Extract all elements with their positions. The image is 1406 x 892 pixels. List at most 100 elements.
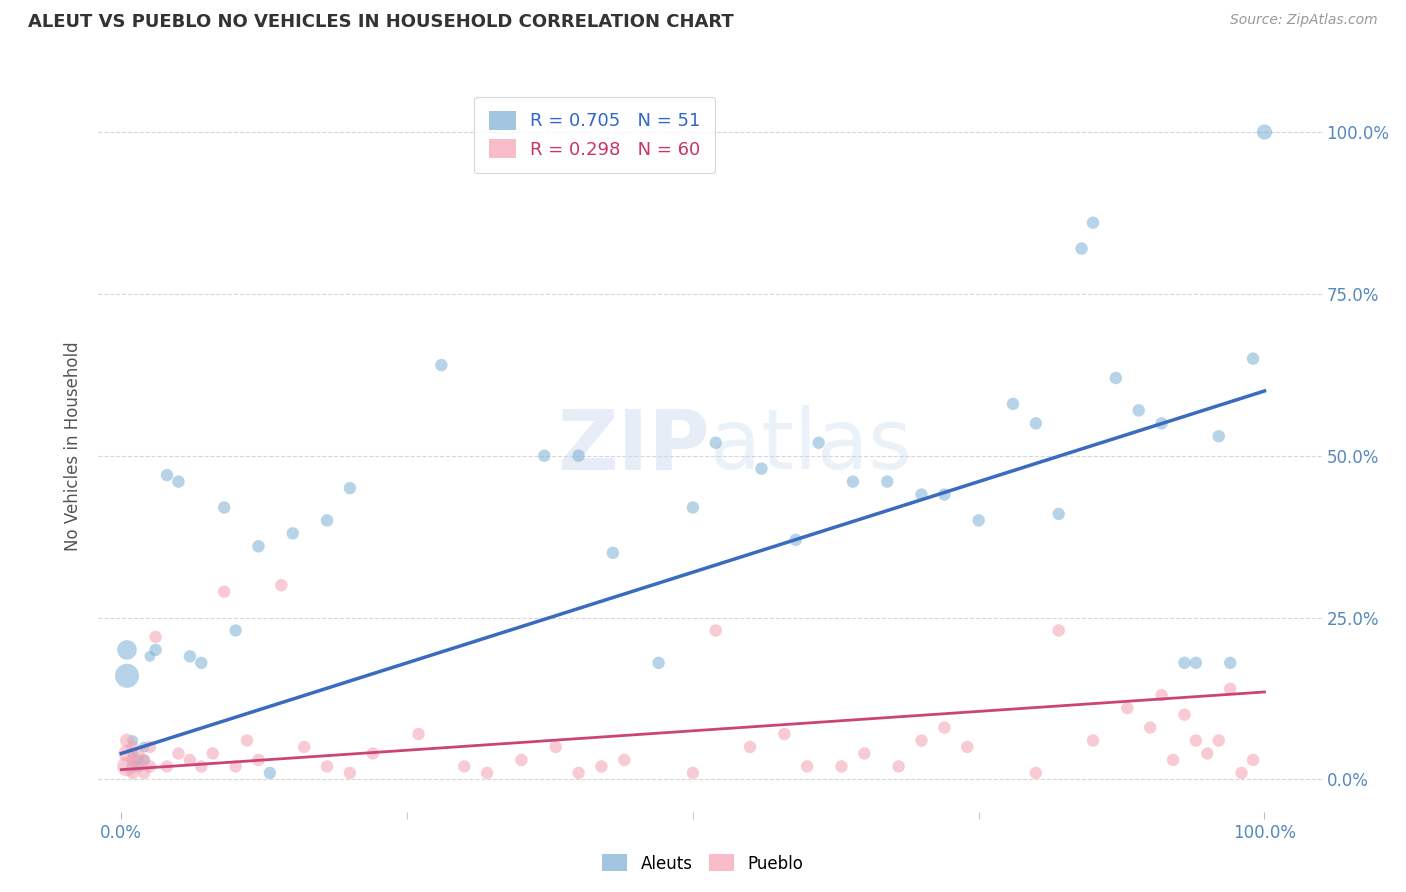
- Text: atlas: atlas: [710, 406, 911, 486]
- Point: [1185, 733, 1208, 747]
- Point: [475, 765, 498, 780]
- Point: [956, 739, 979, 754]
- Point: [156, 468, 179, 483]
- Point: [259, 765, 281, 780]
- Point: [1047, 624, 1070, 638]
- Point: [139, 759, 162, 773]
- Point: [1253, 125, 1275, 139]
- Point: [876, 475, 898, 489]
- Point: [1173, 656, 1195, 670]
- Point: [533, 449, 555, 463]
- Point: [910, 487, 932, 501]
- Point: [682, 765, 704, 780]
- Point: [270, 578, 292, 592]
- Point: [281, 526, 304, 541]
- Point: [1173, 707, 1195, 722]
- Point: [1241, 753, 1264, 767]
- Point: [1208, 429, 1230, 443]
- Point: [1230, 765, 1253, 780]
- Point: [613, 753, 636, 767]
- Point: [934, 721, 956, 735]
- Point: [704, 624, 727, 638]
- Point: [145, 630, 167, 644]
- Point: [751, 461, 773, 475]
- Point: [1185, 656, 1208, 670]
- Point: [1139, 721, 1161, 735]
- Point: [682, 500, 704, 515]
- Point: [738, 739, 761, 754]
- Point: [115, 669, 138, 683]
- Text: ALEUT VS PUEBLO NO VEHICLES IN HOUSEHOLD CORRELATION CHART: ALEUT VS PUEBLO NO VEHICLES IN HOUSEHOLD…: [28, 13, 734, 31]
- Point: [773, 727, 796, 741]
- Point: [156, 759, 179, 773]
- Point: [1081, 216, 1104, 230]
- Point: [145, 643, 167, 657]
- Point: [591, 759, 613, 773]
- Point: [190, 759, 212, 773]
- Point: [853, 747, 876, 761]
- Point: [1219, 656, 1241, 670]
- Point: [134, 739, 156, 754]
- Point: [430, 358, 453, 372]
- Point: [704, 435, 727, 450]
- Point: [967, 513, 990, 527]
- Point: [1150, 417, 1173, 431]
- Point: [127, 759, 149, 773]
- Point: [121, 765, 143, 780]
- Legend: R = 0.705   N = 51, R = 0.298   N = 60: R = 0.705 N = 51, R = 0.298 N = 60: [474, 96, 716, 173]
- Point: [225, 759, 247, 773]
- Point: [807, 435, 830, 450]
- Point: [1219, 681, 1241, 696]
- Point: [115, 747, 138, 761]
- Point: [134, 753, 156, 767]
- Point: [179, 753, 201, 767]
- Point: [1197, 747, 1219, 761]
- Point: [121, 739, 143, 754]
- Point: [167, 747, 190, 761]
- Text: ZIP: ZIP: [558, 406, 710, 486]
- Point: [842, 475, 865, 489]
- Y-axis label: No Vehicles in Household: No Vehicles in Household: [65, 341, 83, 551]
- Point: [1025, 765, 1047, 780]
- Point: [1070, 242, 1092, 256]
- Point: [212, 584, 235, 599]
- Point: [1150, 688, 1173, 702]
- Point: [1116, 701, 1139, 715]
- Point: [127, 753, 149, 767]
- Point: [236, 733, 259, 747]
- Legend: Aleuts, Pueblo: Aleuts, Pueblo: [596, 847, 810, 880]
- Point: [1001, 397, 1024, 411]
- Point: [167, 475, 190, 489]
- Point: [796, 759, 818, 773]
- Point: [139, 649, 162, 664]
- Point: [339, 765, 361, 780]
- Point: [212, 500, 235, 515]
- Point: [1208, 733, 1230, 747]
- Point: [292, 739, 315, 754]
- Point: [316, 759, 339, 773]
- Point: [510, 753, 533, 767]
- Point: [1081, 733, 1104, 747]
- Point: [115, 643, 138, 657]
- Point: [361, 747, 384, 761]
- Point: [647, 656, 669, 670]
- Point: [139, 739, 162, 754]
- Point: [190, 656, 212, 670]
- Point: [1047, 507, 1070, 521]
- Point: [115, 759, 138, 773]
- Point: [831, 759, 853, 773]
- Point: [115, 733, 138, 747]
- Point: [1241, 351, 1264, 366]
- Point: [785, 533, 807, 547]
- Point: [934, 487, 956, 501]
- Point: [567, 449, 589, 463]
- Point: [887, 759, 910, 773]
- Point: [121, 747, 143, 761]
- Point: [602, 546, 624, 560]
- Point: [247, 753, 270, 767]
- Point: [1161, 753, 1184, 767]
- Point: [1025, 417, 1047, 431]
- Point: [339, 481, 361, 495]
- Point: [408, 727, 430, 741]
- Point: [134, 753, 156, 767]
